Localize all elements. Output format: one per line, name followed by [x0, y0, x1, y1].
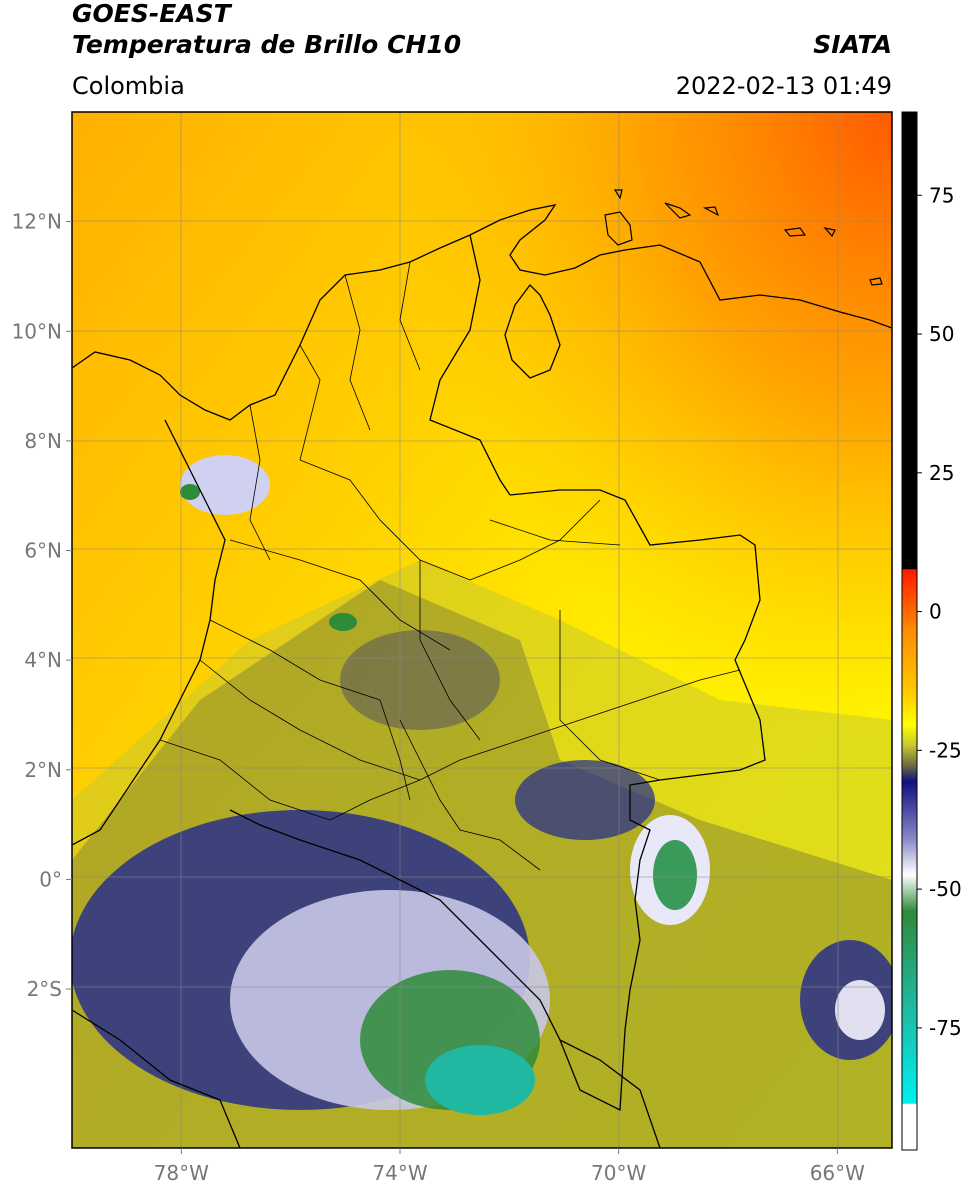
lat-tick-label: 8°N [24, 429, 62, 453]
colorbar-tick-label: 25 [929, 461, 954, 485]
pacific-coastline [72, 419, 226, 846]
coastlines-and-borders [72, 204, 892, 1148]
maracaibo-lake [504, 284, 561, 379]
source-label: SIATA [813, 30, 892, 59]
lon-tick-label: 74°W [372, 1161, 427, 1185]
colorbar-tick-label: 50 [929, 322, 954, 346]
department-borders [159, 261, 741, 871]
satellite-imagery [72, 112, 892, 1148]
longitude-ticks: 78°W 74°W 70°W 66°W [154, 1148, 865, 1185]
datetime-label: 2022-02-13 01:49 [675, 72, 892, 100]
colorbar-tick-label: -75 [929, 1016, 962, 1040]
lat-tick-label: 2°N [24, 758, 62, 782]
caribbean-islands [604, 189, 883, 286]
lon-tick-label: 78°W [154, 1161, 209, 1185]
satellite-title: GOES-EAST [72, 0, 231, 28]
colombia-border-east [229, 489, 766, 1112]
product-title: Temperatura de Brillo CH10 [72, 30, 462, 59]
latitude-ticks: 12°N 10°N 8°N 6°N 4°N 2°N 0° 2°S [12, 210, 72, 1001]
colorbar-tick-label: 0 [929, 600, 942, 624]
lat-tick-label: 0° [39, 867, 62, 891]
lat-tick-label: 12°N [12, 210, 62, 234]
lat-tick-label: 6°N [24, 539, 62, 563]
colorbar-ticks: 75 50 25 0 -25 -50 -75 [917, 183, 962, 1040]
ecuador-peru-border [72, 1009, 241, 1148]
lat-tick-label: 10°N [12, 319, 62, 343]
colorbar-tick-label: -25 [929, 738, 962, 762]
lon-tick-label: 70°W [591, 1161, 646, 1185]
lon-tick-label: 66°W [810, 1161, 865, 1185]
map-frame [71, 111, 893, 1149]
peru-brazil-border [559, 1039, 661, 1148]
caribbean-coastline [72, 204, 892, 421]
colorbar [901, 111, 918, 1151]
colombia-border-venezuela [429, 234, 511, 496]
region-label: Colombia [72, 72, 185, 100]
colorbar-tick-label: 75 [929, 183, 954, 207]
colorbar-tick-label: -50 [929, 877, 962, 901]
lat-tick-label: 4°N [24, 648, 62, 672]
lat-tick-label: 2°S [27, 977, 62, 1001]
